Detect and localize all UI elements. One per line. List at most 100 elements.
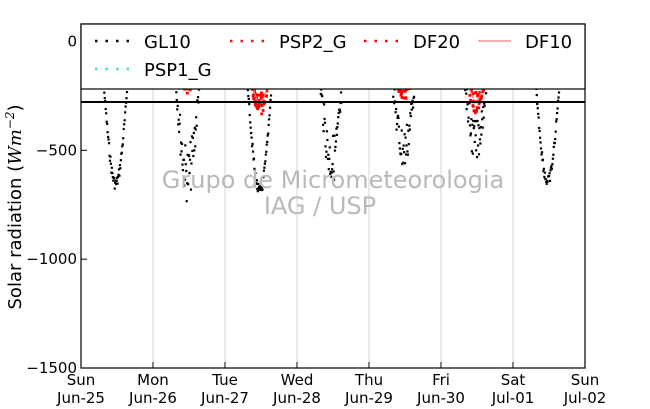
- point-gl10: [394, 111, 397, 114]
- point-gl10: [110, 166, 113, 169]
- point-gl10: [250, 132, 253, 135]
- point-gl10: [268, 118, 271, 121]
- point-gl10: [411, 99, 414, 102]
- point-gl10: [185, 200, 188, 203]
- point-gl10: [398, 142, 401, 145]
- point-gl10: [403, 133, 406, 136]
- point-gl10: [121, 143, 124, 146]
- point-gl10: [120, 151, 123, 154]
- point-gl10: [331, 134, 335, 137]
- point-df20: [253, 102, 257, 106]
- y-axis-label: Solar radiation (Wm−2): [3, 104, 26, 309]
- y-axis-label-exponent: −2: [3, 112, 17, 130]
- point-gl10: [325, 150, 328, 153]
- point-df20: [258, 101, 262, 105]
- point-gl10: [124, 111, 127, 114]
- point-gl10: [539, 141, 542, 144]
- point-df20: [399, 93, 403, 97]
- y-axis-label-suffix: ): [5, 104, 26, 111]
- point-gl10: [181, 163, 184, 166]
- point-gl10: [179, 141, 183, 144]
- point-gl10: [557, 96, 560, 99]
- point-df20: [252, 93, 255, 97]
- point-gl10: [535, 93, 538, 97]
- point-gl10: [409, 112, 412, 115]
- point-gl10: [546, 180, 549, 183]
- point-gl10: [538, 129, 541, 133]
- point-gl10: [324, 155, 328, 159]
- point-gl10: [544, 178, 547, 181]
- point-gl10: [254, 171, 257, 175]
- point-gl10: [549, 169, 552, 172]
- point-gl10: [115, 182, 118, 186]
- point-gl10: [334, 140, 338, 143]
- point-gl10: [481, 126, 484, 129]
- point-gl10: [192, 131, 195, 135]
- point-df20: [252, 97, 256, 101]
- point-gl10: [190, 162, 193, 165]
- point-gl10: [268, 106, 272, 109]
- point-gl10: [337, 111, 340, 115]
- point-gl10: [396, 114, 400, 117]
- point-gl10: [125, 90, 129, 94]
- legend-box: [80, 23, 586, 90]
- point-gl10: [250, 145, 254, 148]
- point-gl10: [395, 122, 399, 126]
- point-gl10: [193, 126, 196, 130]
- point-gl10: [123, 123, 126, 126]
- point-gl10: [191, 136, 194, 139]
- point-gl10: [269, 94, 273, 97]
- point-df20: [253, 88, 256, 92]
- point-gl10: [406, 153, 410, 156]
- x-tick-label-day: Mon: [137, 371, 169, 389]
- point-df20: [260, 112, 264, 116]
- point-gl10: [538, 136, 542, 139]
- point-gl10: [473, 140, 476, 144]
- point-gl10: [122, 127, 125, 131]
- point-gl10: [482, 116, 485, 119]
- point-gl10: [402, 144, 405, 147]
- point-gl10: [114, 181, 117, 184]
- point-gl10: [338, 108, 341, 111]
- x-tick-label-day: Sun: [67, 371, 96, 389]
- point-gl10: [263, 162, 266, 165]
- point-gl10: [403, 162, 407, 165]
- point-gl10: [189, 188, 193, 191]
- point-gl10: [257, 182, 260, 186]
- point-gl10: [409, 114, 412, 118]
- point-gl10: [251, 142, 254, 145]
- point-gl10: [548, 172, 551, 175]
- point-gl10: [264, 153, 267, 156]
- point-gl10: [398, 147, 401, 150]
- point-gl10: [258, 188, 261, 191]
- point-gl10: [333, 149, 337, 152]
- point-gl10: [397, 116, 400, 120]
- point-gl10: [113, 176, 116, 180]
- point-df20: [477, 102, 481, 106]
- point-gl10: [336, 122, 339, 125]
- point-gl10: [551, 157, 554, 160]
- point-df20: [475, 106, 479, 110]
- point-df20: [474, 90, 478, 94]
- point-gl10: [328, 146, 331, 149]
- point-gl10: [540, 151, 544, 154]
- point-gl10: [189, 141, 192, 144]
- point-gl10: [400, 129, 403, 132]
- point-gl10: [470, 150, 473, 153]
- point-gl10: [392, 95, 395, 98]
- point-gl10: [466, 120, 470, 123]
- point-gl10: [266, 134, 269, 137]
- point-gl10: [109, 162, 113, 165]
- point-df20: [261, 109, 265, 112]
- watermark-line2: IAG / USP: [264, 192, 376, 220]
- point-gl10: [253, 167, 256, 170]
- point-df20: [470, 88, 473, 92]
- point-gl10: [195, 124, 198, 127]
- point-gl10: [557, 91, 561, 94]
- point-gl10: [188, 171, 191, 175]
- point-gl10: [267, 132, 270, 135]
- point-gl10: [256, 190, 259, 193]
- point-gl10: [333, 134, 336, 137]
- point-gl10: [550, 167, 554, 170]
- point-gl10: [475, 156, 479, 159]
